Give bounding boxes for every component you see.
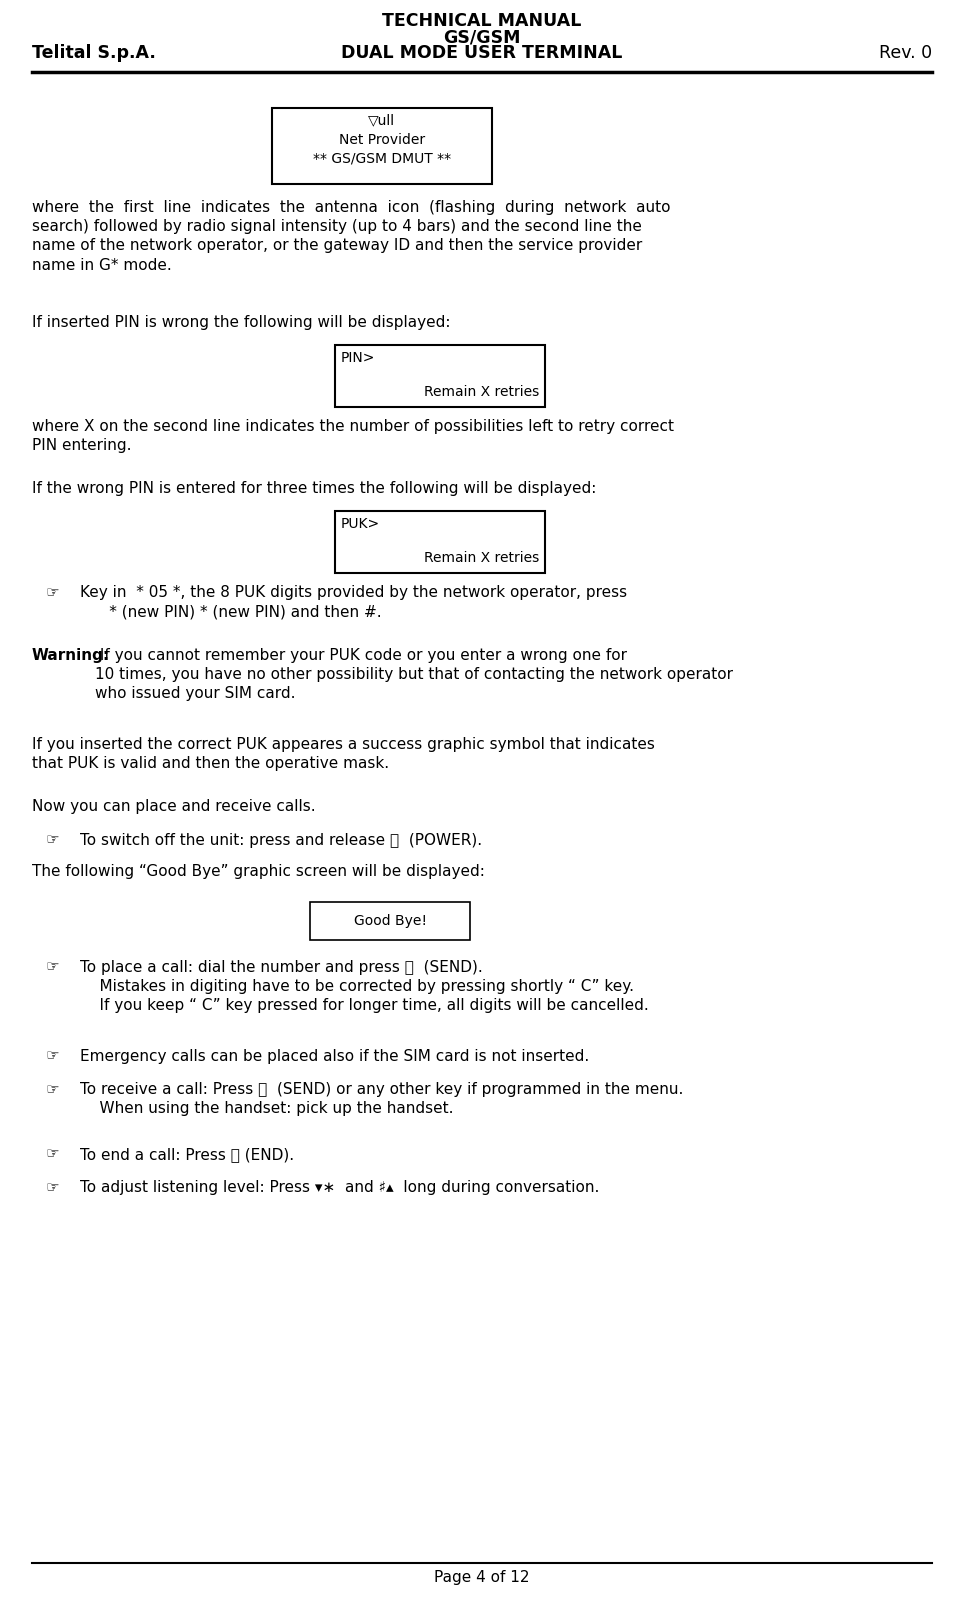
Bar bbox=[335, 510, 545, 573]
Text: ☞: ☞ bbox=[45, 1082, 59, 1098]
Text: ☞: ☞ bbox=[45, 1180, 59, 1196]
Text: Now you can place and receive calls.: Now you can place and receive calls. bbox=[32, 799, 315, 814]
Text: PIN>: PIN> bbox=[341, 351, 375, 364]
Text: Warning:: Warning: bbox=[32, 647, 110, 663]
Text: If the wrong PIN is entered for three times the following will be displayed:: If the wrong PIN is entered for three ti… bbox=[32, 482, 597, 496]
Text: To switch off the unit: press and release ⓘ  (POWER).: To switch off the unit: press and releas… bbox=[80, 833, 482, 847]
Text: where X on the second line indicates the number of possibilities left to retry c: where X on the second line indicates the… bbox=[32, 419, 674, 453]
Text: ☞: ☞ bbox=[45, 1148, 59, 1162]
Text: PUK>: PUK> bbox=[341, 517, 380, 531]
Text: ☞: ☞ bbox=[45, 960, 59, 974]
Text: ☞: ☞ bbox=[45, 1048, 59, 1064]
Text: Remain X retries: Remain X retries bbox=[424, 385, 539, 398]
Bar bbox=[310, 902, 470, 939]
Text: If inserted PIN is wrong the following will be displayed:: If inserted PIN is wrong the following w… bbox=[32, 315, 450, 331]
Text: GS/GSM: GS/GSM bbox=[443, 27, 521, 47]
Text: ☞: ☞ bbox=[45, 833, 59, 847]
Text: To end a call: Press ⓓ (END).: To end a call: Press ⓓ (END). bbox=[80, 1148, 294, 1162]
Text: DUAL MODE USER TERMINAL: DUAL MODE USER TERMINAL bbox=[341, 43, 623, 63]
Text: ☞: ☞ bbox=[45, 584, 59, 600]
Text: To adjust listening level: Press ▾∗  and ♯▴  long during conversation.: To adjust listening level: Press ▾∗ and … bbox=[80, 1180, 600, 1196]
Text: To place a call: dial the number and press ⓓ  (SEND).
    Mistakes in digiting h: To place a call: dial the number and pre… bbox=[80, 960, 649, 1013]
Text: Telital S.p.A.: Telital S.p.A. bbox=[32, 43, 156, 63]
Bar bbox=[335, 345, 545, 406]
Text: Rev. 0: Rev. 0 bbox=[879, 43, 932, 63]
Text: Good Bye!: Good Bye! bbox=[354, 913, 426, 928]
Text: Key in  * 05 *, the 8 PUK digits provided by the network operator, press
      *: Key in * 05 *, the 8 PUK digits provided… bbox=[80, 584, 628, 620]
Text: Remain X retries: Remain X retries bbox=[424, 551, 539, 565]
Text: TECHNICAL MANUAL: TECHNICAL MANUAL bbox=[383, 11, 581, 30]
Text: Emergency calls can be placed also if the SIM card is not inserted.: Emergency calls can be placed also if th… bbox=[80, 1048, 589, 1064]
Text: If you inserted the correct PUK appeares a success graphic symbol that indicates: If you inserted the correct PUK appeares… bbox=[32, 737, 655, 770]
Text: ** GS/GSM DMUT **: ** GS/GSM DMUT ** bbox=[313, 152, 451, 165]
Text: Net Provider: Net Provider bbox=[339, 133, 425, 146]
Text: Page 4 of 12: Page 4 of 12 bbox=[434, 1570, 530, 1586]
Bar bbox=[272, 108, 492, 185]
Text: The following “Good Bye” graphic screen will be displayed:: The following “Good Bye” graphic screen … bbox=[32, 863, 485, 880]
Text: If you cannot remember your PUK code or you enter a wrong one for
10 times, you : If you cannot remember your PUK code or … bbox=[95, 647, 733, 701]
Text: ▽ull: ▽ull bbox=[368, 112, 395, 127]
Text: To receive a call: Press ⓓ  (SEND) or any other key if programmed in the menu.
 : To receive a call: Press ⓓ (SEND) or any… bbox=[80, 1082, 683, 1117]
Text: where  the  first  line  indicates  the  antenna  icon  (flashing  during  netwo: where the first line indicates the anten… bbox=[32, 201, 671, 273]
